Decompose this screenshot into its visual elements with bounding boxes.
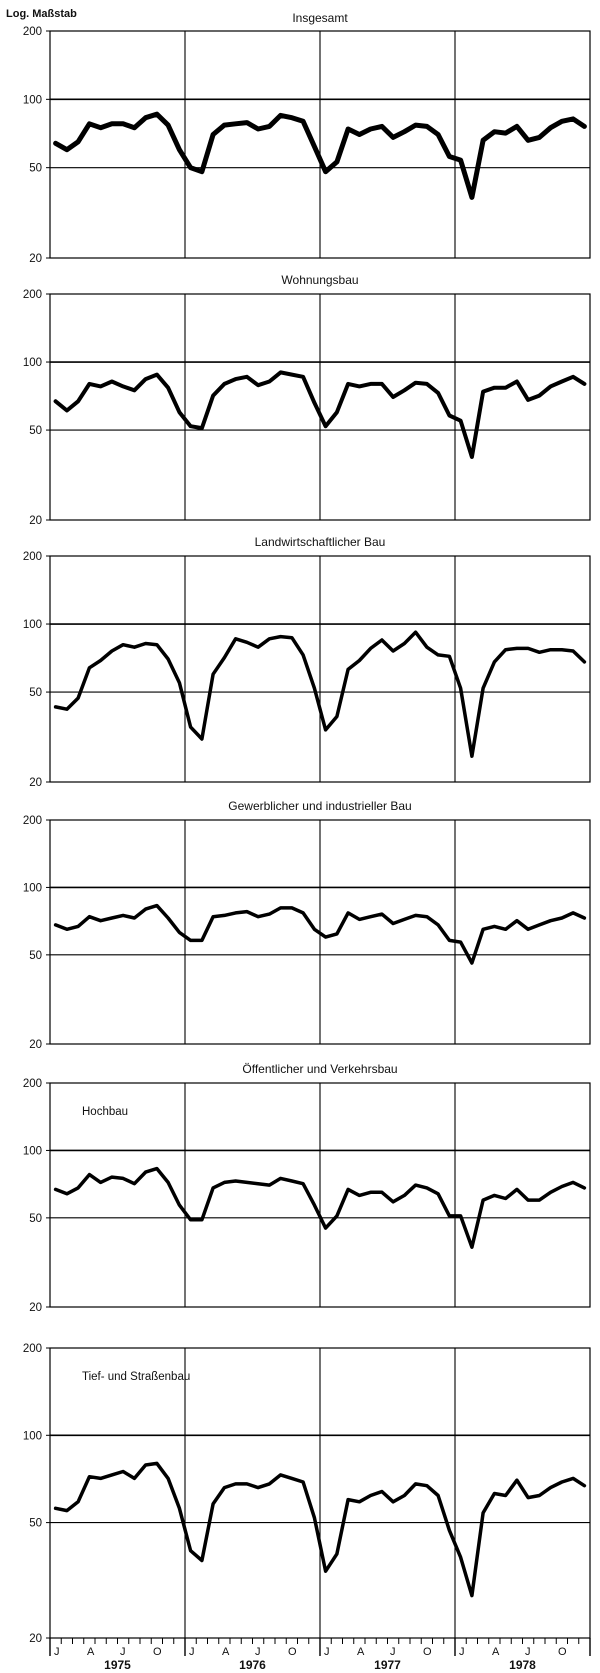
panel-title: Insgesamt	[292, 11, 348, 25]
y-tick-label: 20	[29, 777, 42, 789]
y-tick-label: 50	[29, 425, 42, 437]
y-tick-label: 20	[29, 1633, 42, 1645]
y-tick-label: 20	[29, 253, 42, 265]
y-tick-label: 200	[23, 1078, 42, 1090]
month-tick-label: O	[423, 1646, 432, 1658]
month-tick-label: A	[87, 1646, 95, 1658]
month-tick-label: O	[558, 1646, 567, 1658]
y-tick-label: 50	[29, 950, 42, 962]
y-tick-label: 20	[29, 1302, 42, 1314]
month-tick-label: J	[120, 1646, 126, 1658]
y-tick-label: 50	[29, 1518, 42, 1530]
panel-6: 20 50 100 200 Tief- und Straßenbau	[23, 1343, 591, 1645]
panel-inner-label: Tief- und Straßenbau	[82, 1371, 190, 1383]
y-tick-label: 200	[23, 815, 42, 827]
y-tick-label: 100	[23, 882, 42, 894]
month-tick-label: J	[324, 1646, 330, 1658]
y-tick-label: 20	[29, 515, 42, 527]
panel-title: Öffentlicher und Verkehrsbau	[242, 1062, 397, 1076]
month-tick-label: O	[153, 1646, 162, 1658]
y-tick-label: 100	[23, 1145, 42, 1157]
month-tick-label: J	[189, 1646, 195, 1658]
panel-3: 20 50 100 200 Landwirtschaftlicher Bau	[23, 535, 591, 789]
series-line	[53, 630, 587, 758]
y-tick-label: 200	[23, 1343, 42, 1355]
y-tick-label: 50	[29, 1213, 42, 1225]
series-line	[53, 111, 587, 200]
month-tick-label: J	[459, 1646, 465, 1658]
chart-panels: 20 50 100 200 Insgesamt 20 50 100 200 Wohnungsbau…	[23, 11, 591, 1645]
panel-title: Gewerblicher und industrieller Bau	[228, 799, 411, 813]
panel-title: Wohnungsbau	[281, 273, 358, 287]
panel-inner-label: Hochbau	[82, 1106, 128, 1118]
series-line	[53, 1461, 587, 1598]
y-tick-label: 50	[29, 687, 42, 699]
y-axis-scale-label: Log. Maßstab	[6, 8, 77, 20]
panel-5: 20 50 100 200 Öffentlicher und Verkehrsbau Ho…	[23, 1062, 591, 1314]
panel-4: 20 50 100 200 Gewerblicher und industrieller…	[23, 799, 591, 1051]
y-tick-label: 100	[23, 94, 42, 106]
y-tick-label: 200	[23, 289, 42, 301]
year-label: 1978	[509, 1658, 536, 1672]
y-tick-label: 20	[29, 1039, 42, 1051]
month-tick-label: J	[525, 1646, 531, 1658]
month-tick-label: A	[357, 1646, 365, 1658]
y-tick-label: 200	[23, 551, 42, 563]
month-tick-label: J	[255, 1646, 261, 1658]
panel-2: 20 50 100 200 Wohnungsbau	[23, 273, 591, 527]
x-axis: J A J O J A J O J A J O J A J O 1975 1976 1977 1978	[49, 1638, 591, 1672]
y-tick-label: 100	[23, 1430, 42, 1442]
year-label: 1976	[239, 1658, 266, 1672]
y-tick-label: 200	[23, 26, 42, 38]
series-line	[53, 1166, 587, 1249]
series-line	[53, 370, 587, 459]
month-tick-label: A	[222, 1646, 230, 1658]
y-tick-label: 100	[23, 357, 42, 369]
year-label: 1975	[104, 1658, 131, 1672]
panel-1: 20 50 100 200 Insgesamt	[23, 11, 591, 265]
series-line	[53, 903, 587, 965]
month-tick-label: A	[492, 1646, 500, 1658]
y-tick-label: 50	[29, 163, 42, 175]
month-tick-label: J	[390, 1646, 396, 1658]
year-label: 1977	[374, 1658, 401, 1672]
panel-title: Landwirtschaftlicher Bau	[255, 535, 386, 549]
month-tick-label: J	[54, 1646, 60, 1658]
month-tick-label: O	[288, 1646, 297, 1658]
y-tick-label: 100	[23, 619, 42, 631]
